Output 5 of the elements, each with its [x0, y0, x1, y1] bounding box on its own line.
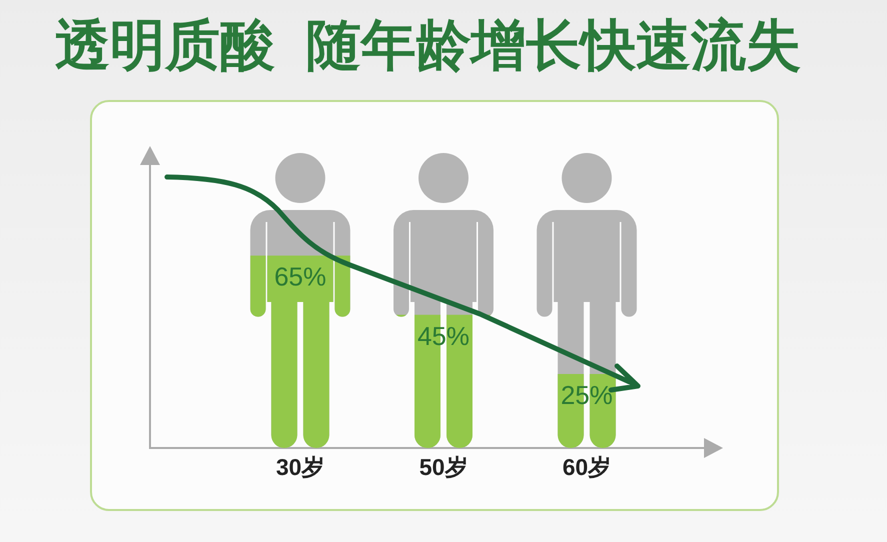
x-tick-label: 60岁: [562, 454, 612, 480]
value-label: 65%: [274, 262, 326, 292]
x-tick-label: 30岁: [276, 454, 325, 480]
title: 透明质酸 随年龄增长快速流失: [55, 14, 801, 76]
x-tick-label: 50岁: [419, 454, 468, 480]
